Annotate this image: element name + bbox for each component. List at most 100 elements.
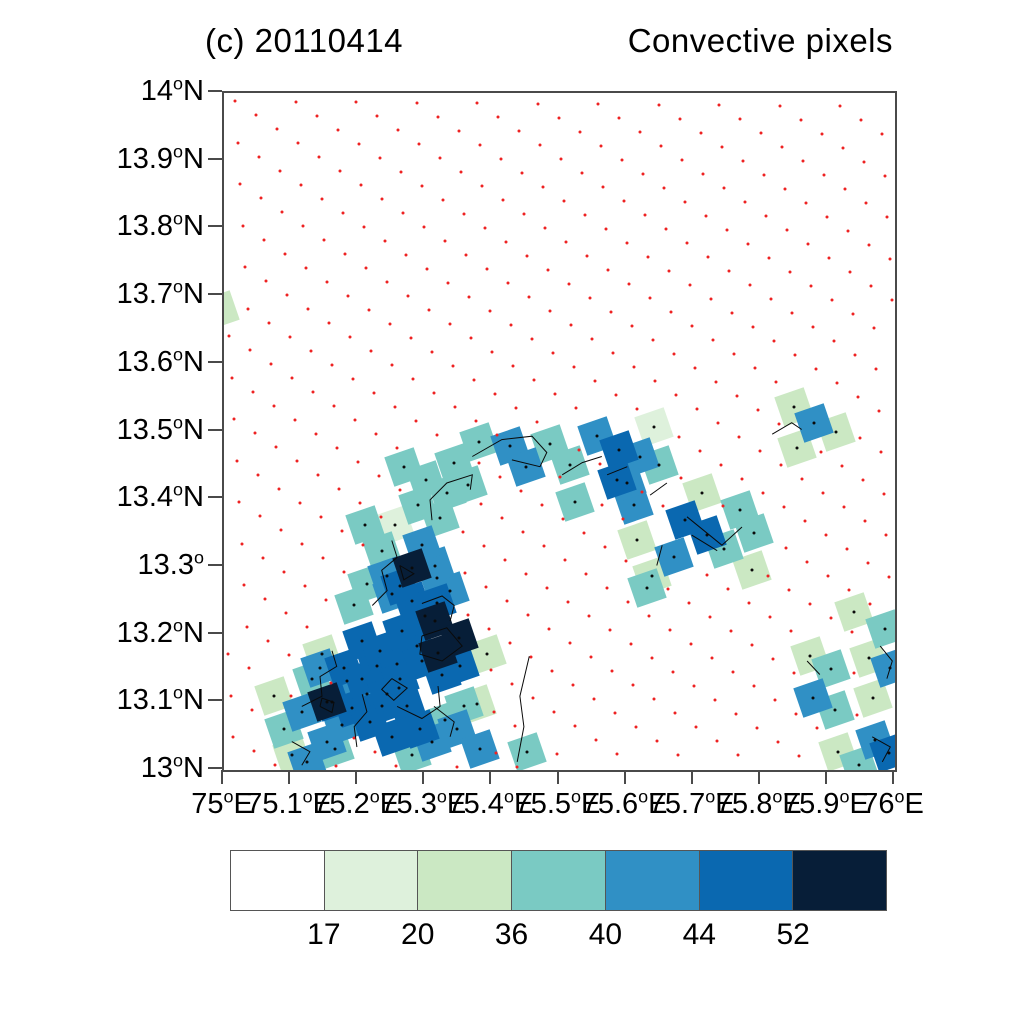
x-axis-tick	[221, 770, 223, 784]
pixel-grid-dot	[846, 229, 849, 232]
pixel-grid-dot	[566, 600, 569, 603]
pixel-grid-dot	[611, 351, 615, 355]
pixel-grid-dot	[264, 279, 268, 283]
pixel-grid-dot	[288, 335, 291, 338]
pixel-grid-dot	[352, 736, 356, 740]
pixel-grid-dot	[622, 199, 626, 203]
y-axis-label: 13.6oN	[116, 344, 204, 378]
pixel-grid-dot	[720, 145, 723, 148]
colorbar-cell	[698, 850, 794, 911]
pixel-grid-dot	[657, 103, 660, 106]
pixel-grid-dot	[459, 170, 463, 174]
pixel-grid-dot	[651, 338, 654, 341]
pixel-grid-dot	[374, 432, 378, 436]
pixel-grid-dot	[266, 639, 269, 642]
pixel-grid-dot	[277, 487, 280, 490]
cell-center-dot	[440, 673, 444, 677]
pixel-grid-dot	[359, 183, 363, 187]
pixel-grid-dot	[647, 614, 651, 618]
cell-center-dot	[438, 516, 442, 520]
y-axis-tick	[208, 157, 222, 160]
pixel-grid-dot	[679, 476, 683, 480]
pixel-grid-dot	[599, 144, 602, 147]
y-axis-tick	[208, 631, 222, 634]
pixel-grid-dot	[610, 669, 614, 673]
pixel-grid-dot	[496, 115, 500, 119]
pixel-grid-dot	[589, 655, 593, 659]
pixel-grid-dot	[606, 268, 610, 272]
pixel-grid-dot	[738, 117, 742, 121]
pixel-grid-dot	[289, 694, 293, 698]
colorbar-cell	[604, 850, 700, 911]
pixel-grid-dot	[808, 602, 811, 605]
pixel-grid-dot	[499, 157, 502, 160]
pixel-grid-dot	[788, 270, 791, 273]
pixel-grid-dot	[567, 282, 570, 285]
pixel-grid-dot	[357, 142, 360, 145]
pixel-grid-dot	[522, 212, 526, 216]
pixel-grid-dot	[784, 546, 788, 550]
pixel-grid-dot	[730, 311, 733, 314]
pixel-grid-dot	[746, 242, 749, 245]
pixel-grid-dot	[354, 100, 358, 104]
degree-symbol: o	[503, 786, 514, 807]
pixel-grid-dot	[517, 129, 521, 133]
pixel-grid-dot	[688, 283, 691, 286]
pixel-grid-dot	[346, 294, 349, 297]
cell-center-dot	[397, 686, 401, 690]
pixel-grid-dot	[269, 362, 273, 366]
pixel-grid-dot	[553, 392, 557, 396]
cell-center-dot	[380, 704, 384, 708]
pixel-grid-dot	[548, 309, 552, 313]
pixel-grid-dot	[258, 514, 262, 518]
pixel-grid-dot	[409, 336, 412, 339]
cell-center-dot	[548, 442, 552, 446]
pixel-grid-dot	[525, 254, 528, 257]
pixel-grid-dot	[601, 185, 605, 189]
pixel-grid-dot	[375, 114, 379, 118]
pixel-grid-dot	[838, 104, 842, 108]
pixel-grid-dot	[852, 671, 856, 675]
cell-center-dot	[402, 465, 406, 469]
pixel-grid-dot	[704, 214, 707, 217]
pixel-grid-dot	[806, 242, 810, 246]
cell-center-dot	[380, 549, 384, 553]
pixel-grid-dot	[666, 587, 669, 590]
pixel-grid-dot	[678, 117, 681, 120]
cell-center-dot	[433, 619, 437, 623]
pixel-grid-dot	[588, 296, 591, 299]
pixel-grid-dot	[578, 130, 581, 133]
pixel-grid-dot	[624, 559, 627, 562]
cell-center-dot	[365, 692, 369, 696]
pixel-grid-dot	[296, 141, 300, 145]
pixel-grid-dot	[769, 297, 773, 301]
x-axis-tick	[422, 770, 425, 784]
pixel-grid-dot	[685, 241, 689, 245]
pixel-grid-dot	[719, 463, 722, 466]
pixel-grid-dot	[430, 350, 433, 353]
cell-center-dot	[393, 523, 397, 527]
pixel-grid-dot	[641, 172, 644, 175]
cell-center-dot	[350, 706, 354, 710]
pixel-grid-dot	[631, 683, 635, 687]
pixel-grid-dot	[314, 432, 317, 435]
pixel-grid-dot	[340, 529, 343, 532]
pixel-grid-dot	[524, 572, 527, 575]
pixel-grid-dot	[274, 445, 278, 449]
pixel-grid-dot	[821, 491, 825, 495]
pixel-grid-dot	[238, 182, 242, 186]
cell-center-dot	[792, 405, 796, 409]
pixel-grid-dot	[543, 226, 547, 230]
pixel-grid-dot	[694, 725, 698, 729]
pixel-grid-dot	[829, 616, 832, 619]
pixel-grid-dot	[325, 280, 328, 283]
pixel-grid-dot	[804, 201, 807, 204]
pixel-grid-dot	[755, 726, 758, 729]
pixel-grid-dot	[777, 422, 780, 425]
pixel-grid-dot	[701, 172, 705, 176]
pixel-grid-dot	[729, 629, 732, 632]
pixel-grid-dot	[648, 296, 652, 300]
colorbar-level-label: 36	[494, 918, 529, 951]
pixel-grid-dot	[531, 696, 535, 700]
pixel-grid-dot	[627, 282, 631, 286]
